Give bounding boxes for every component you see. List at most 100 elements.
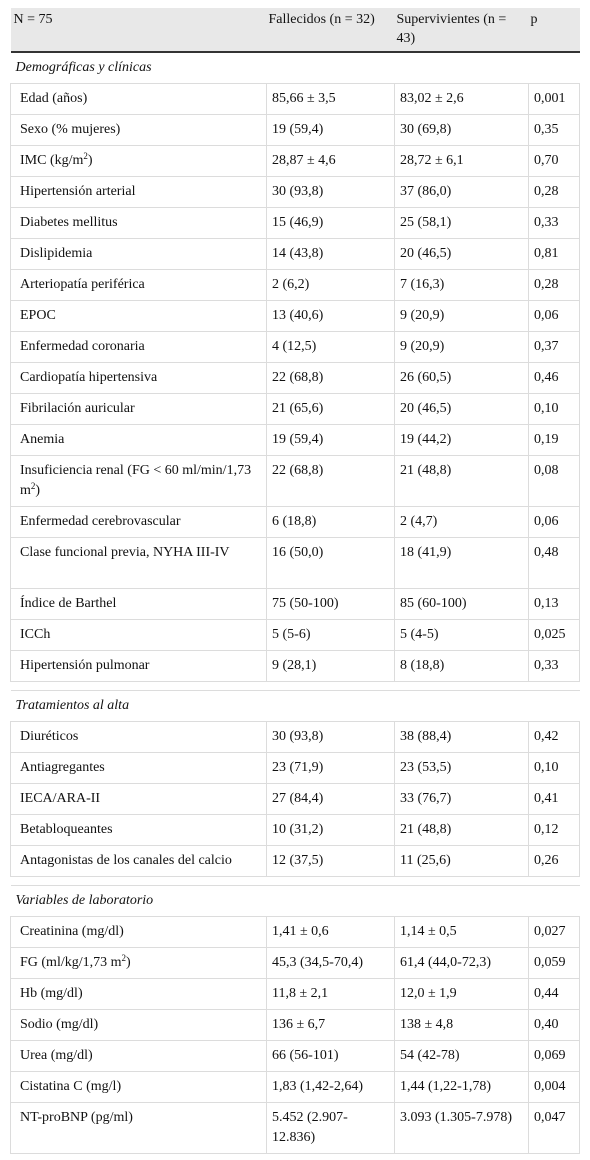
p-value: 0,027 [528,916,580,948]
variable-label-cell: Enfermedad coronaria [10,331,267,363]
variable-label: Dislipidemia [20,246,93,261]
supervivientes-value: 28,72 ± 6,1 [394,145,529,177]
fallecidos-value: 45,3 (34,5-70,4) [266,947,395,979]
variable-label-cell: Clase funcional previa, NYHA III-IV [10,537,267,589]
p-value: 0,26 [528,845,580,877]
section-spacer [10,876,580,886]
fallecidos-value: 23 (71,9) [266,752,395,784]
fallecidos-value: 19 (59,4) [266,114,395,146]
variable-label-cell: Hipertensión pulmonar [10,650,267,682]
variable-label: FG (ml/kg/1,73 m [20,955,122,970]
fallecidos-value: 11,8 ± 2,1 [266,978,395,1010]
fallecidos-value: 13 (40,6) [266,300,395,332]
supervivientes-value: 26 (60,5) [394,362,529,394]
label-superscript: 2 [83,151,88,161]
header-n: N = 75 [10,8,267,53]
fallecidos-value: 5.452 (2.907-12.836) [266,1102,395,1154]
table-row: Insuficiencia renal (FG < 60 ml/min/1,73… [10,455,580,507]
fallecidos-value: 27 (84,4) [266,783,395,815]
supervivientes-value: 9 (20,9) [394,331,529,363]
section-header-row: Variables de laboratorio [10,885,580,917]
fallecidos-value: 30 (93,8) [266,721,395,753]
table-header: N = 75 Fallecidos (n = 32) Superviviente… [10,8,580,53]
supervivientes-value: 21 (48,8) [394,455,529,507]
fallecidos-value: 12 (37,5) [266,845,395,877]
fallecidos-value: 15 (46,9) [266,207,395,239]
supervivientes-value: 18 (41,9) [394,537,529,589]
variable-label-cell: Arteriopatía periférica [10,269,267,301]
table-row: Anemia 19 (59,4) 19 (44,2) 0,19 [10,424,580,456]
supervivientes-value: 33 (76,7) [394,783,529,815]
variable-label-cell: Antagonistas de los canales del calcio [10,845,267,877]
variable-label-cell: Fibrilación auricular [10,393,267,425]
p-value: 0,81 [528,238,580,270]
p-value: 0,28 [528,176,580,208]
section-title: Demográficas y clínicas [10,51,580,84]
header-row: N = 75 Fallecidos (n = 32) Superviviente… [10,8,580,53]
variable-label-cell: Hb (mg/dl) [10,978,267,1010]
p-value: 0,33 [528,650,580,682]
variable-label: NT-proBNP (pg/ml) [20,1110,133,1125]
supervivientes-value: 1,44 (1,22-1,78) [394,1071,529,1103]
supervivientes-value: 2 (4,7) [394,506,529,538]
p-value: 0,06 [528,300,580,332]
table-row: Arteriopatía periférica 2 (6,2) 7 (16,3) 0,… [10,269,580,301]
table-row: Diuréticos 30 (93,8) 38 (88,4) 0,42 [10,721,580,753]
section-spacer [10,681,580,691]
table-row: Fibrilación auricular 21 (65,6) 20 (46,5) 0… [10,393,580,425]
variable-label: Antiagregantes [20,760,105,775]
supervivientes-value: 1,14 ± 0,5 [394,916,529,948]
p-value: 0,08 [528,455,580,507]
supervivientes-value: 61,4 (44,0-72,3) [394,947,529,979]
section-header-row: Tratamientos al alta [10,690,580,722]
variable-label-cell: ICCh [10,619,267,651]
p-value: 0,047 [528,1102,580,1154]
variable-label: Anemia [20,432,65,447]
fallecidos-value: 1,41 ± 0,6 [266,916,395,948]
variable-label-cell: Edad (años) [10,83,267,115]
table-row: Hipertensión arterial 30 (93,8) 37 (86,0) 0… [10,176,580,208]
variable-label: Antagonistas de los canales del calcio [20,853,232,868]
table-row: ICCh 5 (5-6) 5 (4-5) 0,025 [10,619,580,651]
table-row: Cistatina C (mg/l) 1,83 (1,42-2,64) 1,44 (… [10,1071,580,1103]
table-row: Hipertensión pulmonar 9 (28,1) 8 (18,8) 0,3… [10,650,580,682]
table-row: Hb (mg/dl) 11,8 ± 2,1 12,0 ± 1,9 0,44 [10,978,580,1010]
variable-label-cell: Hipertensión arterial [10,176,267,208]
supervivientes-value: 19 (44,2) [394,424,529,456]
variable-label-cell: Cistatina C (mg/l) [10,1071,267,1103]
label-superscript: 2 [30,481,36,491]
table-row: Sodio (mg/dl) 136 ± 6,7 138 ± 4,8 0,40 [10,1009,580,1041]
p-value: 0,004 [528,1071,580,1103]
fallecidos-value: 22 (68,8) [266,362,395,394]
variable-label-cell: Diuréticos [10,721,267,753]
table-row: FG (ml/kg/1,73 m2) 45,3 (34,5-70,4) 61,4 (… [10,947,580,979]
supervivientes-value: 8 (18,8) [394,650,529,682]
table-row: Betabloqueantes 10 (31,2) 21 (48,8) 0,12 [10,814,580,846]
variable-label-cell: Creatinina (mg/dl) [10,916,267,948]
variable-label: Hipertensión arterial [20,184,136,199]
supervivientes-value: 25 (58,1) [394,207,529,239]
p-value: 0,40 [528,1009,580,1041]
table-row: IMC (kg/m2) 28,87 ± 4,6 28,72 ± 6,1 0,70 [10,145,580,177]
variable-label-cell: Diabetes mellitus [10,207,267,239]
results-table: N = 75 Fallecidos (n = 32) Superviviente… [10,8,580,1154]
variable-label: Clase funcional previa, NYHA III-IV [20,545,230,560]
spacer-cell [10,681,580,691]
supervivientes-value: 37 (86,0) [394,176,529,208]
variable-label: Diuréticos [20,729,79,744]
fallecidos-value: 9 (28,1) [266,650,395,682]
p-value: 0,10 [528,752,580,784]
variable-label: Arteriopatía periférica [20,277,145,292]
section-title: Tratamientos al alta [10,690,580,722]
p-value: 0,35 [528,114,580,146]
fallecidos-value: 21 (65,6) [266,393,395,425]
supervivientes-value: 20 (46,5) [394,238,529,270]
variable-label: ICCh [20,627,51,642]
table-row: Enfermedad coronaria 4 (12,5) 9 (20,9) 0,37 [10,331,580,363]
section-header-row: Demográficas y clínicas [10,51,580,84]
fallecidos-value: 14 (43,8) [266,238,395,270]
fallecidos-value: 30 (93,8) [266,176,395,208]
fallecidos-value: 2 (6,2) [266,269,395,301]
fallecidos-value: 10 (31,2) [266,814,395,846]
supervivientes-value: 30 (69,8) [394,114,529,146]
